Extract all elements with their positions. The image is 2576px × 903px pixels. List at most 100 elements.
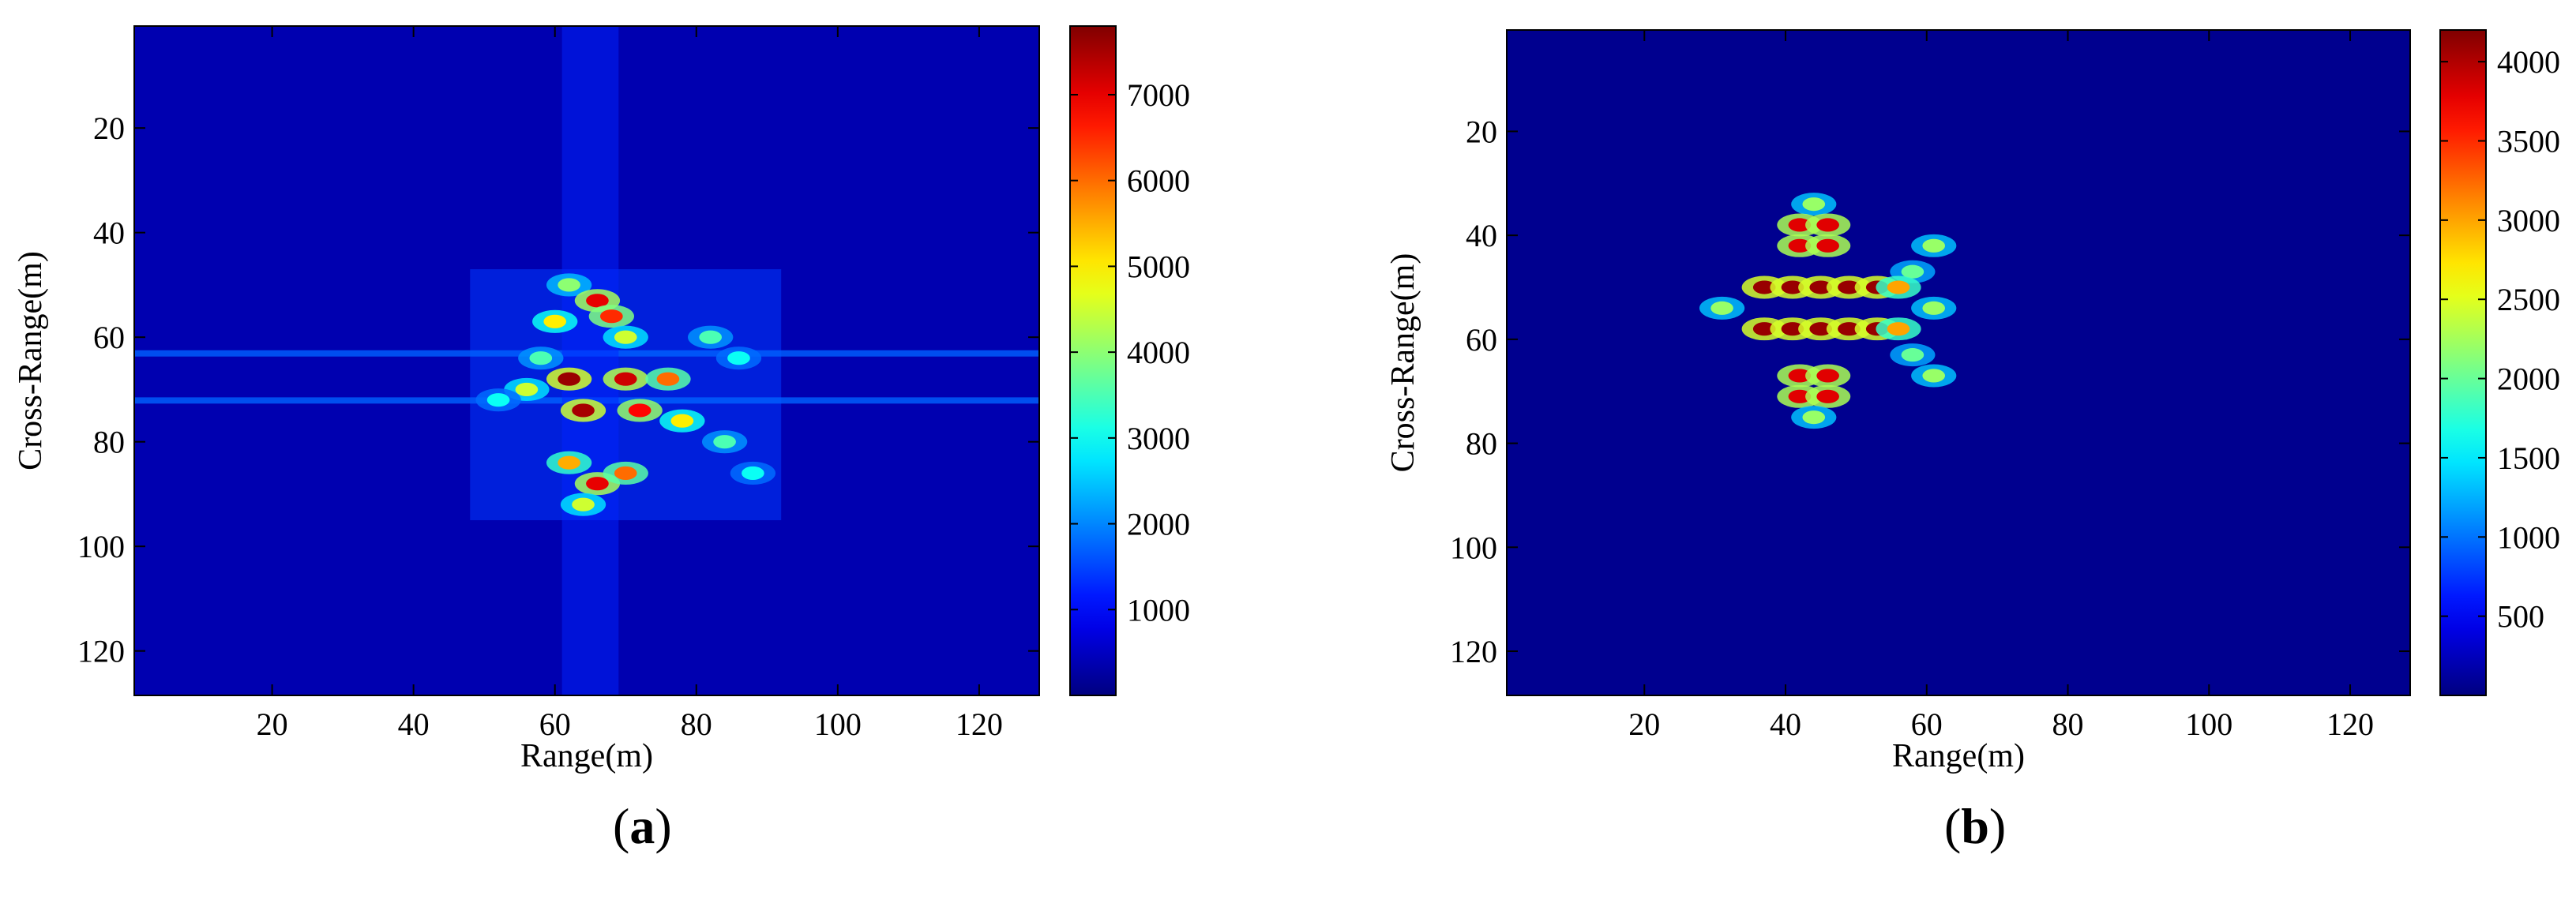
scatterer [614,330,637,344]
x-axis-label: Range(m) [520,738,653,774]
chart-a: 20 40 60 80 100 120 20 40 60 80 100 120 Range(m) Cros… [13,25,1190,774]
scatterer [543,314,567,328]
scatterer [558,372,580,386]
scatterer [486,393,510,407]
scatterer [1901,264,1924,279]
plot-background [1507,30,2410,695]
colorbar-tick-label: 3000 [1127,421,1190,456]
scatterer [1802,410,1826,425]
scatterer [1838,322,1861,336]
colorbar-tick-label: 4000 [2497,44,2560,80]
colorbar-tick-label: 2000 [2497,362,2560,397]
scatterer [628,403,652,418]
scatterer [670,414,694,428]
colorbar-tick-label: 1500 [2497,440,2560,476]
x-tick-label: 80 [681,706,712,742]
scatterer [1887,280,1910,294]
scatterer [1788,218,1812,232]
scatterer [1788,238,1812,253]
scatterer [558,278,580,292]
scatterer [1887,322,1910,336]
scatterer [614,372,637,386]
colorbar-tick-label: 3000 [2497,203,2560,238]
panel-label-b: (b) [1944,798,2007,854]
colorbar-tick-label: 1000 [1127,592,1190,628]
scatterer [1816,389,1839,403]
y-axis-label: Cross-Range(m) [13,251,49,470]
scatterer [1816,218,1839,232]
x-tick-label: 20 [1628,706,1660,742]
colorbar [1069,25,1117,696]
scatterer [742,466,764,481]
colorbar [2439,29,2487,696]
scatterer [1838,280,1861,294]
chart-b: 20 40 60 80 100 120 20 40 60 80 100 120 Range(m) Cros… [1385,29,2560,774]
scatterer [1922,369,1946,383]
scatterer [1710,301,1733,315]
x-tick-label: 100 [814,706,862,742]
scatterer [558,455,580,470]
y-tick-label: 60 [1466,322,1497,358]
colorbar-tick-label: 4000 [1127,335,1190,370]
y-tick-label: 120 [1450,634,1497,669]
scatterer [1901,348,1924,362]
y-axis-label: Cross-Range(m) [1385,253,1421,473]
scatterer [586,477,609,491]
x-tick-label: 20 [257,706,288,742]
scatterer [727,351,750,365]
scatterer [600,309,623,324]
y-tick-label: 20 [1466,114,1497,149]
scatterer [1752,280,1776,294]
scatterer [1788,369,1812,383]
y-tick-label: 80 [93,425,125,460]
y-tick-label: 20 [93,111,125,146]
scatterer [614,466,637,481]
scatterer [1922,238,1946,253]
sidelobe-streak [561,26,619,695]
y-tick-label: 100 [1450,530,1497,565]
x-tick-label: 60 [1911,706,1943,742]
colorbar-tick-label: 500 [2497,599,2544,635]
scatterer [1809,280,1833,294]
colorbar-tick-label: 7000 [1127,77,1190,113]
scatterer [515,382,539,397]
x-axis-label: Range(m) [1892,738,2025,774]
scatterer [1781,280,1804,294]
y-tick-label: 80 [1466,426,1497,462]
x-tick-label: 120 [2326,706,2374,742]
y-tick-label: 60 [93,320,125,355]
x-tick-label: 40 [1770,706,1801,742]
scatterer [656,372,680,386]
y-tick-label: 100 [77,529,125,564]
panel-label-a: (a) [613,798,672,854]
x-tick-label: 120 [956,706,1003,742]
x-tick-label: 60 [539,706,571,742]
scatterer [713,435,736,449]
y-tick-label: 40 [93,215,125,251]
scatterer [572,403,595,418]
scatterer [699,330,723,344]
scatterer [1809,322,1833,336]
x-tick-label: 100 [2185,706,2232,742]
scatterer [1781,322,1804,336]
colorbar-tick-label: 6000 [1127,163,1190,199]
x-tick-label: 80 [2052,706,2084,742]
scatterer [529,351,553,365]
colorbar-tick-label: 2000 [1127,507,1190,542]
scatterer [1816,238,1839,253]
colorbar-tick-label: 3500 [2497,124,2560,159]
colorbar-tick-label: 5000 [1127,249,1190,284]
scatterer [1922,301,1946,315]
y-tick-label: 120 [77,634,125,669]
scatterer [1802,197,1826,212]
scatterer [586,294,609,308]
scatterer [1752,322,1776,336]
y-tick-label: 40 [1466,218,1497,253]
x-tick-label: 40 [398,706,430,742]
scatterer [1788,389,1812,403]
colorbar-tick-label: 1000 [2497,519,2560,555]
scatterer [1816,369,1839,383]
plot-frame [133,25,1040,696]
plot-frame [1506,29,2411,696]
